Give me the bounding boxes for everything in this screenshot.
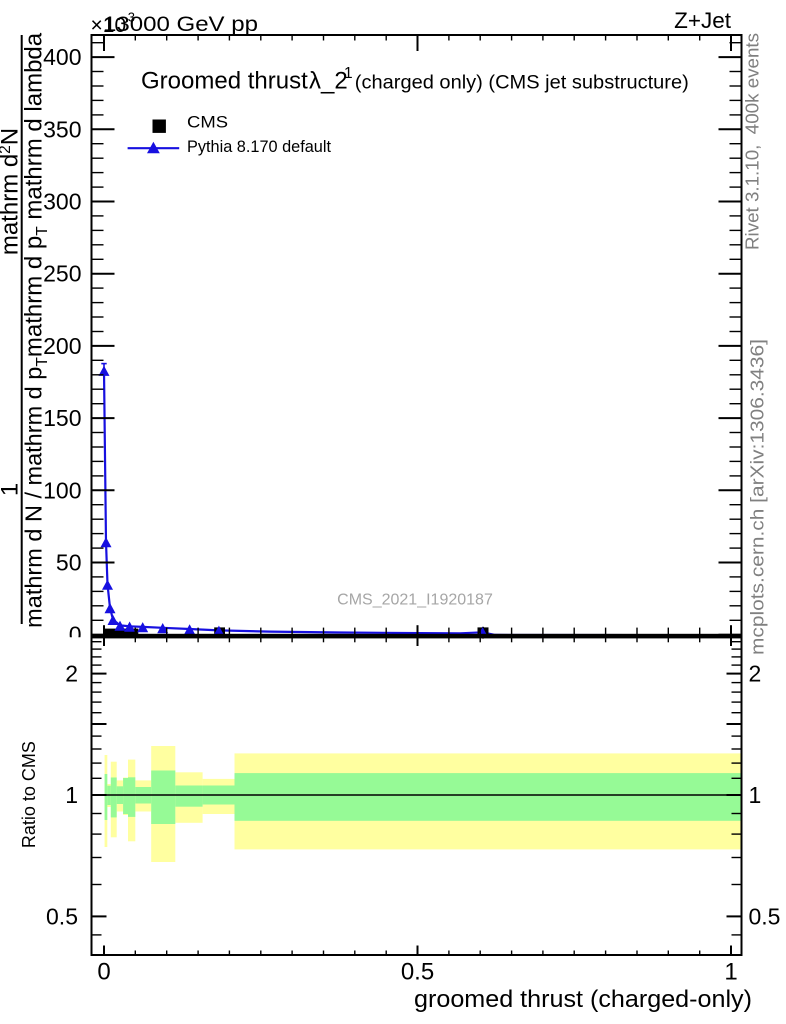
svg-text:0.5: 0.5 [401,959,434,986]
svg-text:0: 0 [97,959,110,986]
svg-text:400: 400 [43,44,81,70]
svg-text:100: 100 [43,477,81,503]
svg-text:Groomed thrust: Groomed thrust [141,67,308,94]
svg-text:13000 GeV pp: 13000 GeV pp [103,13,258,36]
svg-text:1: 1 [344,65,353,82]
svg-text:50: 50 [56,550,82,576]
svg-text:200: 200 [43,333,81,359]
svg-text:1: 1 [749,782,762,808]
svg-text:mathrm d2N: mathrm d2N [0,128,24,255]
svg-text:150: 150 [43,405,81,431]
svg-text:0.5: 0.5 [749,903,781,929]
svg-text:2: 2 [749,661,762,687]
svg-text:λ_2: λ_2 [309,67,348,94]
svg-text:350: 350 [43,116,81,142]
svg-text:1: 1 [0,483,24,496]
svg-text:mcplots.cern.ch [arXiv:1306.34: mcplots.cern.ch [arXiv:1306.3436] [748,339,768,655]
svg-text:0.5: 0.5 [46,903,78,929]
svg-text:mathrm d pT mathrm d lambda: mathrm d pT mathrm d lambda [21,32,52,357]
svg-text:groomed thrust (charged-only): groomed thrust (charged-only) [414,986,752,1013]
svg-text:×10: ×10 [91,14,127,37]
svg-text:Ratio to CMS: Ratio to CMS [19,741,39,848]
svg-text:1: 1 [65,782,78,808]
svg-text:2: 2 [65,661,78,687]
svg-text:CMS_2021_I1920187: CMS_2021_I1920187 [337,592,493,609]
svg-text:3: 3 [128,10,135,25]
svg-text:Z+Jet: Z+Jet [674,8,732,33]
svg-text:Rivet 3.1.10, 400k events: Rivet 3.1.10, 400k events [743,33,763,250]
svg-text:mathrm d N / mathrm d pT: mathrm d N / mathrm d pT [21,357,52,628]
svg-text:300: 300 [43,189,81,215]
svg-text:250: 250 [43,261,81,287]
svg-text:CMS: CMS [187,114,228,132]
svg-text:Pythia 8.170 default: Pythia 8.170 default [187,138,331,156]
svg-text:0: 0 [69,622,82,648]
svg-text:1: 1 [724,959,737,986]
svg-text:(charged only) (CMS jet substr: (charged only) (CMS jet substructure) [355,72,689,93]
